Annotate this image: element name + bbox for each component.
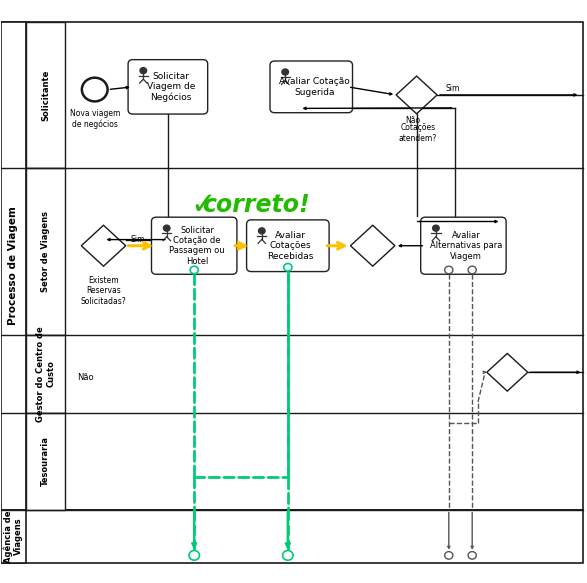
Text: correto!: correto! [202,194,309,217]
Polygon shape [350,225,395,266]
Polygon shape [396,76,437,114]
Text: Não: Não [406,117,421,125]
Text: Existem
Reservas
Solicitadas?: Existem Reservas Solicitadas? [80,276,126,305]
FancyBboxPatch shape [26,22,66,168]
FancyBboxPatch shape [421,217,506,274]
FancyBboxPatch shape [26,413,66,510]
Circle shape [433,225,439,231]
Text: Setor de Viagens: Setor de Viagens [41,210,50,292]
Text: Nova viagem
de negócios: Nova viagem de negócios [69,110,120,129]
Text: Cotações
atendem?: Cotações atendem? [399,124,437,143]
Circle shape [258,228,265,234]
Text: Agência de
Viagens: Agência de Viagens [4,510,23,563]
Circle shape [284,264,292,271]
FancyBboxPatch shape [151,217,237,274]
Text: Tesouraria: Tesouraria [41,436,50,486]
Text: Não: Não [77,373,94,382]
Text: Sim: Sim [130,236,145,244]
Circle shape [282,550,293,560]
Text: Avaliar
Cotações
Recebidas: Avaliar Cotações Recebidas [268,231,314,261]
Circle shape [140,68,147,73]
Text: Avaliar
Alternativas para
Viagem: Avaliar Alternativas para Viagem [430,231,502,261]
Circle shape [282,69,288,75]
Text: Processo de Viagem: Processo de Viagem [8,206,18,325]
FancyBboxPatch shape [270,61,353,113]
Text: ✓: ✓ [190,191,216,220]
Circle shape [190,266,198,274]
FancyBboxPatch shape [26,168,66,335]
FancyBboxPatch shape [1,510,26,563]
FancyBboxPatch shape [1,22,26,510]
FancyBboxPatch shape [1,510,583,563]
Circle shape [468,266,476,274]
Text: Solicitante: Solicitante [41,69,50,121]
Polygon shape [487,353,528,391]
FancyBboxPatch shape [26,335,66,413]
Text: Sim: Sim [446,83,460,93]
Circle shape [163,225,170,231]
FancyBboxPatch shape [247,220,329,272]
Circle shape [445,552,453,559]
FancyBboxPatch shape [1,22,583,510]
Text: Solicitar
Cotação de
Passagem ou
Hotel: Solicitar Cotação de Passagem ou Hotel [169,226,225,266]
FancyBboxPatch shape [128,59,208,114]
Circle shape [468,552,476,559]
Polygon shape [81,225,126,266]
Text: Solicitar
Viagem de
Negócios: Solicitar Viagem de Negócios [147,72,195,102]
Circle shape [445,266,453,274]
Circle shape [189,550,200,560]
Text: Avaliar Cotação
Sugerida: Avaliar Cotação Sugerida [279,77,349,97]
Text: Gestor do Centro de
Custo: Gestor do Centro de Custo [36,326,55,422]
Circle shape [82,78,107,101]
